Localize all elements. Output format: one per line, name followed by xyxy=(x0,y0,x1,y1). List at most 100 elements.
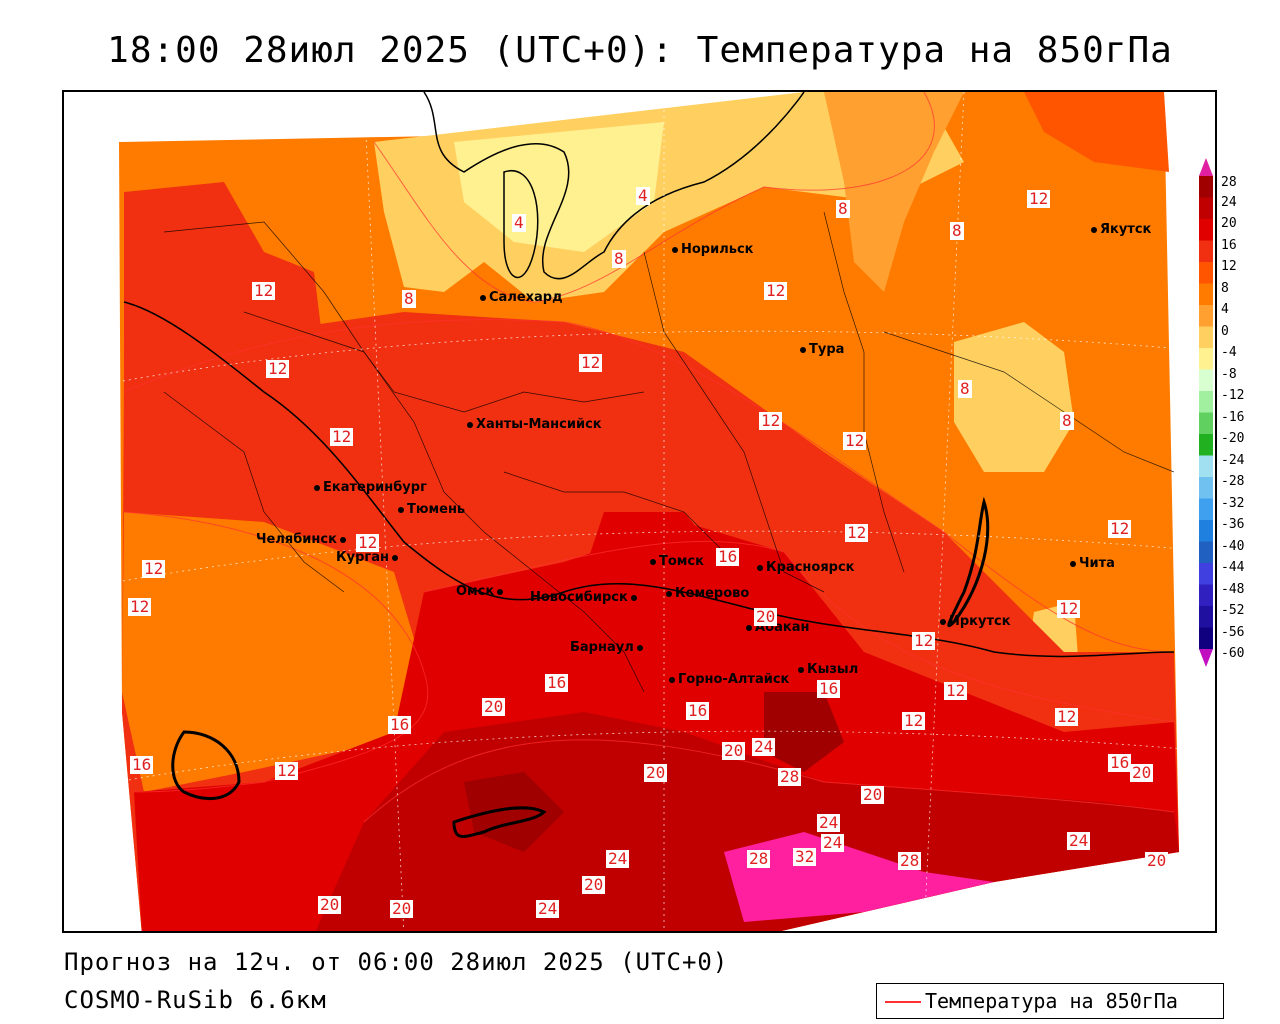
warm-region-24 xyxy=(315,712,1179,931)
city-dot xyxy=(467,421,473,428)
contour-label: 12 xyxy=(356,533,380,552)
contour-label: 28 xyxy=(898,851,922,870)
contour-label: 8 xyxy=(1060,411,1074,430)
colorbar-swatch xyxy=(1199,434,1213,456)
city-dot xyxy=(669,676,675,683)
city-dot xyxy=(398,506,404,513)
map-area: Норильск Якутск Салехард Тура Ханты-Манс… xyxy=(62,90,1217,933)
colorbar-tick-label: -4 xyxy=(1221,345,1237,360)
colorbar-swatch xyxy=(1199,477,1213,499)
city-label: Иркутск xyxy=(940,614,1011,629)
contour-label: 12 xyxy=(1027,189,1051,208)
colorbar-tick-label: -24 xyxy=(1221,452,1245,468)
contour-label: 24 xyxy=(752,737,776,756)
contour-label: 12 xyxy=(579,353,603,372)
colorbar-swatch xyxy=(1199,391,1213,413)
colorbar-tick-label: -28 xyxy=(1221,474,1245,489)
colorbar-tick-label: -40 xyxy=(1221,538,1245,554)
city-dot xyxy=(480,294,486,301)
city-dot xyxy=(940,618,946,625)
colorbar-tick-label: 4 xyxy=(1221,302,1229,317)
legend-line-swatch xyxy=(885,1001,921,1003)
colorbar-swatch xyxy=(1199,240,1213,262)
contour-label: 28 xyxy=(778,767,802,786)
contour-label: 4 xyxy=(512,213,526,232)
contour-label: 8 xyxy=(836,199,850,218)
colorbar-swatch xyxy=(1199,262,1213,284)
legend-label: Температура на 850гПа xyxy=(925,989,1178,1013)
contour-label: 20 xyxy=(1145,851,1169,870)
colorbar-swatch xyxy=(1199,455,1213,477)
contour-label: 12 xyxy=(275,761,299,780)
contour-label: 32 xyxy=(793,847,817,866)
city-label: Омск xyxy=(456,584,506,599)
colorbar-tick-label: 16 xyxy=(1221,237,1237,253)
city-label: Томск xyxy=(650,554,704,569)
contour-label: 16 xyxy=(817,679,841,698)
contour-label: 16 xyxy=(130,755,154,774)
colorbar-tick-label: -48 xyxy=(1221,581,1245,597)
colder-region-north xyxy=(454,122,664,252)
city-label: Салехард xyxy=(480,290,563,305)
city-label: Якутск xyxy=(1091,222,1151,237)
city-label: Норильск xyxy=(672,242,754,257)
contour-label: 12 xyxy=(1057,599,1081,618)
chart-title: 18:00 28июл 2025 (UTC+0): Температура на… xyxy=(107,30,1173,71)
hot-region-32 xyxy=(724,832,994,922)
contour-label: 12 xyxy=(845,523,869,542)
contour-label: 20 xyxy=(390,899,414,918)
city-label: Барнаул xyxy=(570,640,646,655)
legend: Температура на 850гПа xyxy=(876,983,1224,1019)
city-dot xyxy=(1070,560,1076,567)
contour-label: 24 xyxy=(1067,831,1091,850)
contour-label: 20 xyxy=(318,895,342,914)
colorbar-swatch xyxy=(1199,176,1213,198)
city-label: Красноярск xyxy=(757,560,855,575)
colorbar-swatch xyxy=(1199,606,1213,628)
colorbar-tick-label: -56 xyxy=(1221,624,1245,640)
city-label: Кемерово xyxy=(666,586,749,601)
contour-label: 8 xyxy=(612,249,626,268)
colorbar-swatch xyxy=(1199,197,1213,219)
colorbar-tick-label: -16 xyxy=(1221,409,1245,425)
colorbar-bottom-arrow xyxy=(1199,649,1213,667)
contour-label: 24 xyxy=(606,849,630,868)
colorbar-swatch xyxy=(1199,520,1213,542)
contour-label: 12 xyxy=(843,431,867,450)
contour-label: 16 xyxy=(686,701,710,720)
city-dot xyxy=(757,564,763,571)
city-label: Чита xyxy=(1070,556,1115,571)
colorbar-top-arrow xyxy=(1199,158,1213,176)
colorbar-swatch xyxy=(1199,412,1213,434)
city-dot xyxy=(314,484,320,491)
city-label: Горно-Алтайск xyxy=(669,672,789,687)
colorbar-tick-label: 12 xyxy=(1221,259,1237,274)
colorbar-tick-label: 8 xyxy=(1221,280,1229,296)
colorbar-tick-label: -32 xyxy=(1221,495,1245,511)
city-dot xyxy=(650,558,656,565)
contour-label: 16 xyxy=(388,715,412,734)
city-dot xyxy=(1091,226,1097,233)
colorbar-tick-label: -44 xyxy=(1221,560,1245,575)
colorbar-swatch xyxy=(1199,584,1213,606)
colorbar-swatch xyxy=(1199,498,1213,520)
colorbar-tick-label: -8 xyxy=(1221,366,1237,382)
colorbar-swatch xyxy=(1199,563,1213,585)
contour-label: 12 xyxy=(252,281,276,300)
colorbar-swatch xyxy=(1199,541,1213,563)
colorbar-tick-label: -12 xyxy=(1221,388,1245,403)
contour-label: 12 xyxy=(330,427,354,446)
colorbar: 28 24 20 16 12 8 4 0 -4 -8 -12 -16 -20 -24 -28 -32 -36 -4… xyxy=(1199,158,1269,688)
colorbar-tick-label: -60 xyxy=(1221,646,1245,661)
contour-label: 16 xyxy=(1108,753,1132,772)
contour-label: 28 xyxy=(747,849,771,868)
contour-label: 16 xyxy=(545,673,569,692)
contour-label: 20 xyxy=(644,763,668,782)
contour-label: 20 xyxy=(722,741,746,760)
city-dot xyxy=(497,588,504,595)
contour-label: 12 xyxy=(759,411,783,430)
contour-label: 20 xyxy=(754,607,778,626)
contour-label: 8 xyxy=(950,221,964,240)
colorbar-scale xyxy=(1199,158,1213,667)
colorbar-swatch xyxy=(1199,627,1213,649)
